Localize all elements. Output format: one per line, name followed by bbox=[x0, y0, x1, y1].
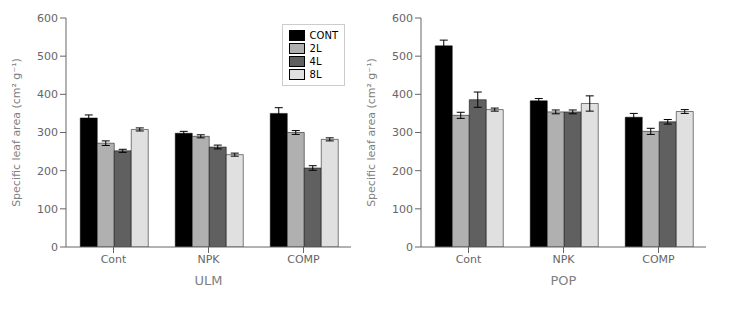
svg-text:500: 500 bbox=[392, 50, 413, 63]
svg-text:400: 400 bbox=[37, 88, 58, 101]
svg-text:100: 100 bbox=[37, 203, 58, 216]
svg-text:0: 0 bbox=[51, 241, 58, 254]
svg-text:600: 600 bbox=[392, 12, 413, 25]
svg-text:200: 200 bbox=[37, 165, 58, 178]
html-text:2L: 2L bbox=[309, 43, 322, 54]
svg-text:POP: POP bbox=[551, 273, 577, 288]
svg-text:200: 200 bbox=[392, 165, 413, 178]
html-text:8L: 8L bbox=[309, 69, 322, 80]
svg-text:300: 300 bbox=[37, 126, 58, 139]
svg-text:Specific leaf area (cm² g⁻¹): Specific leaf area (cm² g⁻¹) bbox=[10, 58, 23, 207]
svg-text:COMP: COMP bbox=[287, 253, 320, 266]
svg-text:0: 0 bbox=[406, 241, 413, 254]
svg-text:NPK: NPK bbox=[197, 253, 220, 266]
svg-text:500: 500 bbox=[37, 50, 58, 63]
svg-text:600: 600 bbox=[37, 12, 58, 25]
svg-text:100: 100 bbox=[392, 203, 413, 216]
html-text:CONT: CONT bbox=[309, 30, 338, 41]
svg-text:Cont: Cont bbox=[456, 253, 482, 266]
html-text:4L: 4L bbox=[309, 56, 322, 67]
svg-text:Specific leaf area (cm² g⁻¹): Specific leaf area (cm² g⁻¹) bbox=[365, 58, 378, 207]
svg-text:ULM: ULM bbox=[195, 273, 223, 288]
svg-text:300: 300 bbox=[392, 126, 413, 139]
svg-text:COMP: COMP bbox=[642, 253, 675, 266]
svg-text:400: 400 bbox=[392, 88, 413, 101]
svg-text:Cont: Cont bbox=[101, 253, 127, 266]
svg-text:NPK: NPK bbox=[552, 253, 575, 266]
